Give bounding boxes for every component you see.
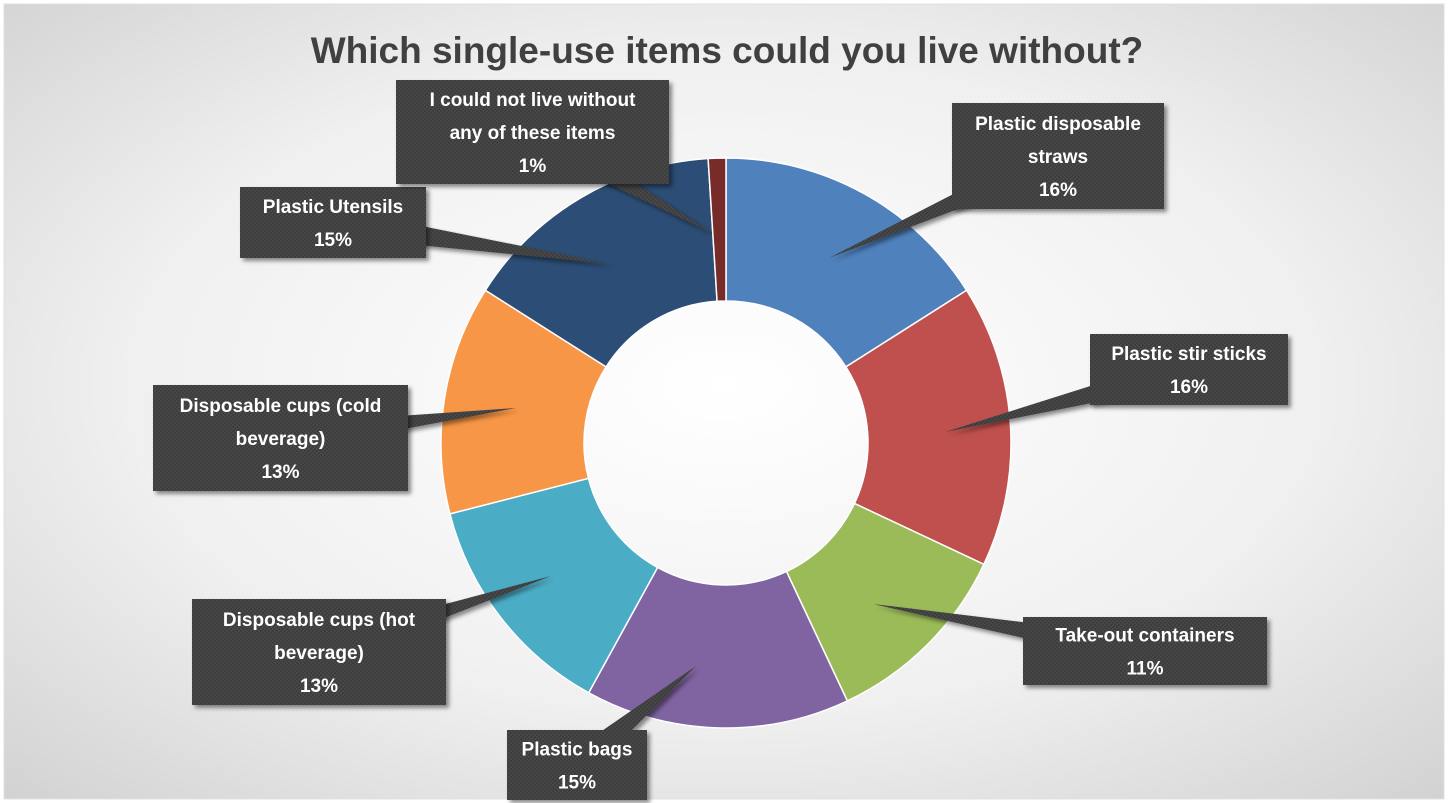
data-label-1: Plastic disposable straws 16%: [829, 103, 1164, 258]
data-label-category: Disposable cups (cold: [180, 396, 382, 417]
slice-8: [707, 157, 727, 303]
data-label-value: 1%: [519, 156, 547, 177]
slice-4: [587, 566, 849, 729]
data-label-category: any of these items: [450, 123, 616, 144]
data-label-category: Plastic stir sticks: [1111, 344, 1266, 365]
slice-5: [449, 477, 659, 694]
data-label-category: I could not live without: [430, 90, 636, 111]
data-label-value: 16%: [1039, 180, 1077, 201]
data-label-category: Plastic disposable: [975, 114, 1141, 135]
slice-2: [844, 289, 1012, 566]
data-label-value: 15%: [558, 773, 596, 794]
data-label-category: Plastic bags: [522, 740, 633, 761]
data-label-value: 13%: [261, 462, 299, 483]
doughnut-slices: [440, 157, 1012, 729]
data-label-category: Plastic Utensils: [263, 197, 403, 218]
slice-6: [440, 289, 608, 515]
label-box: [396, 80, 669, 184]
data-label-6: Disposable cups (cold beverage) 13%: [153, 385, 516, 491]
label-box: [952, 103, 1164, 209]
data-label-category: Take-out containers: [1055, 626, 1234, 647]
data-label-category: beverage): [274, 643, 364, 664]
data-label-3: Take-out containers 11%: [873, 604, 1267, 685]
slice-1: [725, 157, 968, 368]
data-label-value: 15%: [314, 230, 352, 251]
data-label-4: Plastic bags 15%: [507, 666, 696, 800]
label-box: [1090, 334, 1288, 405]
data-label-category: beverage): [236, 429, 326, 450]
data-label-value: 13%: [300, 676, 338, 697]
data-label-value: 11%: [1127, 659, 1164, 680]
slice-3: [785, 502, 985, 702]
data-label-value: 16%: [1170, 377, 1208, 398]
label-box: [153, 385, 408, 491]
data-label-2: Plastic stir sticks 16%: [945, 334, 1288, 432]
label-box: [240, 187, 426, 258]
data-label-8: I could not live without any of these ite…: [396, 80, 712, 233]
data-label-category: Disposable cups (hot: [223, 610, 416, 631]
label-box: [507, 730, 647, 800]
data-label-7: Plastic Utensils 15%: [240, 187, 611, 264]
label-box: [192, 599, 446, 705]
chart-title: Which single-use items could you live wi…: [311, 30, 1144, 71]
data-label-category: straws: [1028, 147, 1088, 168]
data-label-5: Disposable cups (hot beverage) 13%: [192, 576, 551, 705]
label-box: [1023, 617, 1267, 685]
